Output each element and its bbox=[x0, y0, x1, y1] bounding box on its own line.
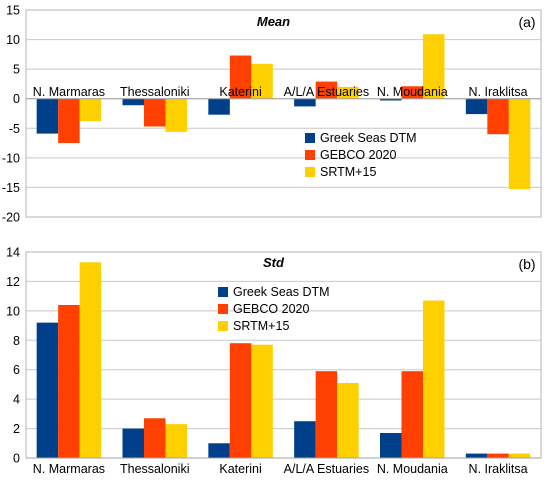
y-tick-label: 0 bbox=[13, 452, 20, 466]
legend-swatch bbox=[218, 287, 228, 297]
legend: Greek Seas DTM GEBCO 2020 SRTM+15 bbox=[305, 131, 417, 179]
category-label: N. Marmaras bbox=[33, 462, 105, 476]
bar-gebco-2020-0 bbox=[58, 98, 80, 144]
bar-gebco-2020-3 bbox=[315, 371, 338, 458]
bar-srtm-15-1 bbox=[165, 424, 187, 458]
bar-greek-seas-dtm-3 bbox=[294, 421, 316, 458]
bar-gebco-2020-4 bbox=[401, 86, 423, 99]
category-label: Thessaloniki bbox=[120, 85, 189, 99]
category-label: Thessaloniki bbox=[120, 462, 189, 476]
category-label: A/L/A Estuaries bbox=[284, 85, 369, 99]
bar-gebco-2020-1 bbox=[144, 418, 166, 458]
bar-gebco-2020-4 bbox=[401, 371, 423, 458]
bar-srtm-15-3 bbox=[337, 86, 359, 99]
y-tick-label: 10 bbox=[6, 33, 20, 47]
legend-label: Greek Seas DTM bbox=[233, 285, 330, 299]
bar-greek-seas-dtm-2 bbox=[208, 98, 230, 115]
category-label: N. Iraklitsa bbox=[469, 85, 528, 99]
bar-greek-seas-dtm-4 bbox=[380, 98, 402, 101]
bar-gebco-2020-2 bbox=[229, 343, 252, 458]
y-tick-label: -10 bbox=[2, 151, 20, 165]
legend-swatch bbox=[305, 133, 315, 143]
legend-label: Greek Seas DTM bbox=[320, 131, 417, 145]
bar-gebco-2020-5 bbox=[487, 453, 509, 458]
bar-greek-seas-dtm-0 bbox=[36, 322, 59, 458]
bar-gebco-2020-5 bbox=[487, 98, 509, 135]
bar-srtm-15-0 bbox=[79, 262, 102, 458]
legend-label: GEBCO 2020 bbox=[320, 148, 396, 162]
plot-frame bbox=[25, 9, 542, 218]
y-tick-label: 0 bbox=[13, 92, 20, 106]
bar-greek-seas-dtm-4 bbox=[380, 432, 402, 458]
y-tick-label: -20 bbox=[2, 211, 20, 225]
bar-gebco-2020-2 bbox=[229, 55, 252, 99]
bar-greek-seas-dtm-2 bbox=[208, 443, 230, 458]
bar-srtm-15-1 bbox=[165, 98, 187, 132]
bar-srtm-15-4 bbox=[423, 300, 445, 458]
y-tick-label: 6 bbox=[13, 363, 20, 377]
category-label: N. Marmaras bbox=[33, 85, 105, 99]
category-label: Katerini bbox=[219, 462, 261, 476]
y-tick-label: 15 bbox=[6, 4, 20, 18]
y-tick-label: 10 bbox=[6, 304, 20, 318]
bar-greek-seas-dtm-1 bbox=[122, 428, 144, 458]
y-tick-label: 12 bbox=[6, 275, 20, 289]
chart-panel-0: 15 10 5 0 -5 -10 -15 -20 N. Marmaras Thessaloniki… bbox=[2, 4, 542, 225]
legend-label: SRTM+15 bbox=[233, 319, 289, 333]
y-tick-label: 14 bbox=[6, 246, 20, 260]
y-tick-label: -5 bbox=[9, 122, 20, 136]
bar-greek-seas-dtm-5 bbox=[465, 453, 488, 458]
bar-greek-seas-dtm-3 bbox=[294, 98, 316, 107]
category-label: N. Iraklitsa bbox=[469, 462, 528, 476]
legend-swatch bbox=[218, 304, 228, 314]
bar-srtm-15-3 bbox=[337, 382, 359, 458]
panel-label: (a) bbox=[518, 14, 535, 30]
legend-label: GEBCO 2020 bbox=[233, 302, 309, 316]
y-tick-label: 4 bbox=[13, 393, 20, 407]
y-tick-label: 2 bbox=[13, 422, 20, 436]
bar-srtm-15-2 bbox=[251, 344, 273, 458]
category-label: N. Moudania bbox=[377, 85, 448, 99]
panel-title: Std bbox=[263, 255, 285, 270]
bar-greek-seas-dtm-1 bbox=[122, 98, 144, 106]
legend-swatch bbox=[218, 321, 228, 331]
legend: Greek Seas DTM GEBCO 2020 SRTM+15 bbox=[218, 285, 330, 333]
plot-frame bbox=[25, 251, 542, 459]
bar-srtm-15-4 bbox=[423, 34, 445, 99]
chart-panel-1: 14 12 10 8 6 4 2 0 N. Marmaras Thessaloniki Kateri… bbox=[6, 246, 542, 476]
bar-greek-seas-dtm-5 bbox=[465, 98, 488, 115]
legend-swatch bbox=[305, 150, 315, 160]
legend-label: SRTM+15 bbox=[320, 165, 376, 179]
bar-srtm-15-2 bbox=[251, 63, 273, 99]
y-tick-label: 5 bbox=[13, 63, 20, 77]
category-label: N. Moudania bbox=[377, 462, 448, 476]
legend-swatch bbox=[305, 167, 315, 177]
bar-gebco-2020-0 bbox=[58, 304, 80, 458]
bar-srtm-15-5 bbox=[508, 453, 531, 458]
bar-srtm-15-5 bbox=[508, 98, 531, 190]
y-tick-label: 8 bbox=[13, 334, 20, 348]
y-tick-label: -15 bbox=[2, 181, 20, 195]
bar-gebco-2020-1 bbox=[144, 98, 166, 127]
bar-greek-seas-dtm-0 bbox=[36, 98, 59, 134]
bar-srtm-15-0 bbox=[79, 98, 102, 122]
category-label: A/L/A Estuaries bbox=[284, 462, 369, 476]
category-label: Katerini bbox=[219, 85, 261, 99]
panel-label: (b) bbox=[518, 256, 535, 272]
panel-title: Mean bbox=[257, 14, 290, 29]
bar-gebco-2020-3 bbox=[315, 81, 338, 99]
